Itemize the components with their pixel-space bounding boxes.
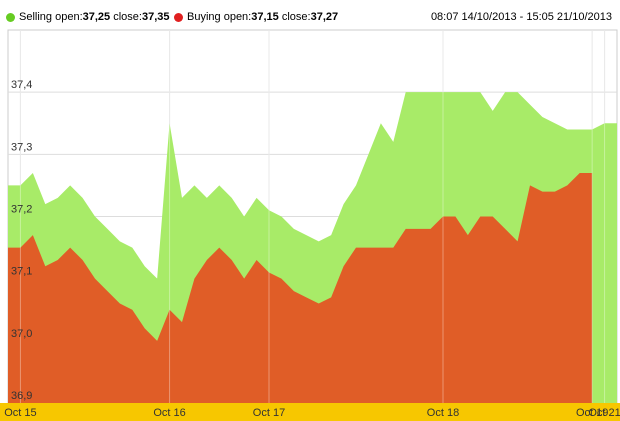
- legend-selling-close-label: close:: [113, 11, 142, 23]
- x-tick-label: Oct 16: [153, 407, 185, 419]
- chart-header: Selling open: 37,25 close: 37,35 Buying op…: [0, 0, 620, 30]
- legend-buying-dot: [174, 12, 183, 22]
- x-tick-label: Oct 17: [253, 407, 285, 419]
- x-axis-band: [0, 403, 620, 421]
- legend-selling-open-value: 37,25: [82, 11, 111, 23]
- legend-buying-open-label: open:: [223, 11, 252, 23]
- y-tick-label: 37,0: [11, 328, 32, 340]
- legend-selling-open-label: open:: [55, 11, 83, 23]
- legend-buying-label: Buying: [187, 11, 221, 23]
- x-tick-label: Oct 18: [427, 407, 459, 419]
- y-tick-label: 37,3: [11, 141, 32, 153]
- legend-selling-label: Selling: [19, 11, 53, 23]
- y-tick-label: 36,9: [11, 390, 32, 402]
- date-range: 08:07 14/10/2013 - 15:05 21/10/2013: [430, 11, 612, 23]
- x-tick-label: Oct 21: [588, 407, 620, 419]
- legend-buying-open-value: 37,15: [251, 11, 279, 23]
- legend-buying-close-label: close:: [281, 11, 311, 23]
- legend-buying[interactable]: Buying open: 37,15 close: 37,27: [174, 11, 338, 23]
- y-tick-label: 37,2: [11, 204, 32, 216]
- legend-selling-close-value: 37,35: [141, 11, 170, 23]
- series-buying-area: [8, 172, 593, 403]
- legend-selling-dot: [6, 12, 15, 22]
- x-tick-label: Oct 19: [576, 407, 608, 419]
- legend-buying-close-value: 37,27: [310, 11, 339, 23]
- y-tick-label: 37,1: [11, 266, 32, 278]
- x-tick-label: Oct 15: [4, 407, 36, 419]
- legend-selling[interactable]: Selling open: 37,25 close: 37,35: [6, 11, 170, 23]
- axis-layer: 36,9 37,0 37,1 37,2 37,3 37,4 Oct 15 Oct 16 Oct …: [0, 79, 620, 421]
- y-tick-label: 37,4: [11, 79, 32, 91]
- area-layer: [8, 30, 617, 404]
